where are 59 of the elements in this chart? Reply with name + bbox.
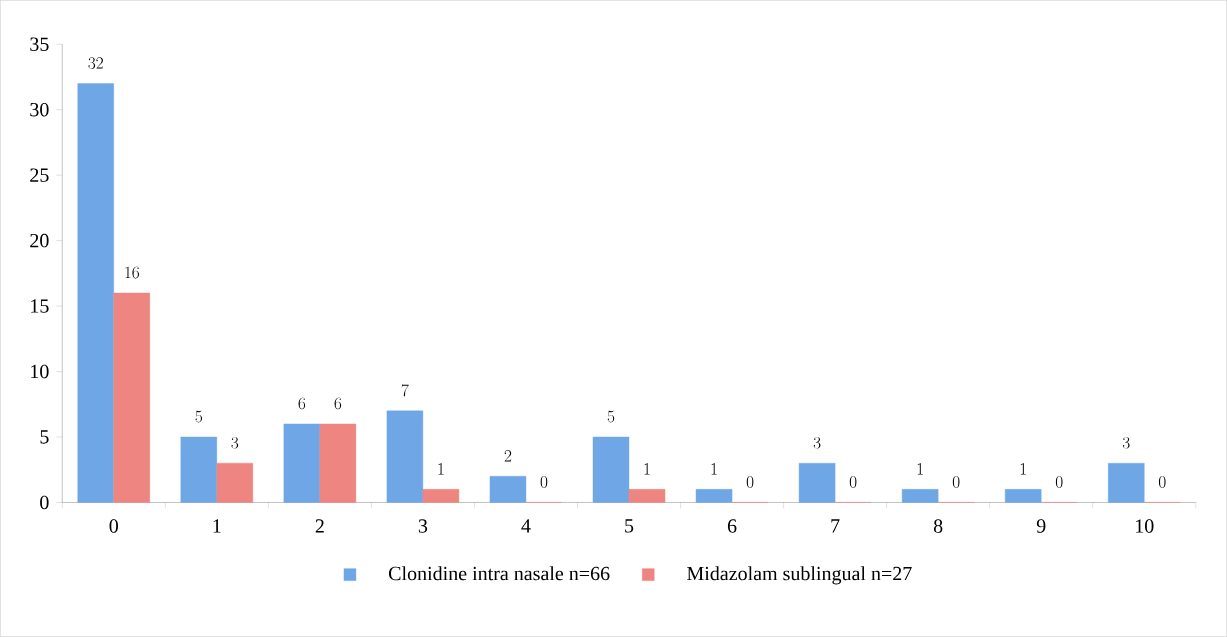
data-label: 0 bbox=[540, 476, 548, 488]
data-label: 1 bbox=[644, 463, 650, 475]
bar bbox=[1004, 489, 1042, 503]
data-label: 7 bbox=[401, 384, 409, 397]
data-label: 6 bbox=[298, 397, 306, 410]
data-label: 0 bbox=[1158, 476, 1166, 488]
x-tick-label: 10 bbox=[1136, 519, 1154, 533]
data-label: 5 bbox=[195, 410, 203, 423]
bar bbox=[592, 436, 630, 503]
x-tick-label: 5 bbox=[625, 519, 634, 533]
y-tick-label: 20 bbox=[30, 233, 49, 248]
data-label: 32 bbox=[88, 57, 103, 70]
bar bbox=[386, 410, 424, 503]
data-label: 3 bbox=[231, 437, 239, 449]
data-label: 1 bbox=[1020, 463, 1026, 475]
x-tick-label: 0 bbox=[109, 519, 118, 533]
x-tick-label: 9 bbox=[1036, 519, 1046, 533]
bar bbox=[901, 489, 939, 503]
data-label: 5 bbox=[607, 410, 615, 423]
x-tick-label: 6 bbox=[727, 519, 737, 533]
y-tick-label: 35 bbox=[30, 37, 49, 52]
bar bbox=[1108, 463, 1145, 503]
bar bbox=[216, 463, 254, 503]
data-label: 0 bbox=[1055, 476, 1063, 488]
data-label: 0 bbox=[849, 476, 857, 488]
x-tick-label: 8 bbox=[933, 519, 943, 533]
y-tick-label: 25 bbox=[30, 168, 49, 183]
y-tick-label: 10 bbox=[31, 364, 49, 379]
x-tick-label: 4 bbox=[521, 519, 531, 533]
bar bbox=[489, 476, 527, 503]
bar bbox=[628, 489, 666, 503]
x-tick-label: 2 bbox=[315, 519, 324, 533]
data-label: 1 bbox=[438, 463, 444, 475]
data-label: 16 bbox=[125, 266, 139, 279]
data-label: 6 bbox=[334, 397, 342, 410]
data-label: 0 bbox=[952, 476, 960, 488]
x-tick-label: 3 bbox=[418, 519, 428, 533]
y-tick-label: 5 bbox=[40, 430, 49, 444]
data-label: 1 bbox=[917, 463, 923, 475]
bar bbox=[283, 423, 321, 503]
data-label: 1 bbox=[711, 463, 717, 475]
legend-label: Midazolam sublingual n=27 bbox=[687, 566, 912, 585]
data-label: 3 bbox=[813, 437, 821, 449]
y-tick-label: 0 bbox=[40, 495, 49, 510]
bar bbox=[113, 292, 150, 503]
data-label: 2 bbox=[504, 450, 512, 462]
bar bbox=[695, 489, 733, 503]
data-label: 0 bbox=[746, 476, 754, 488]
bar bbox=[319, 423, 357, 503]
legend-label: Clonidine intra nasale n=66 bbox=[388, 566, 610, 581]
bar bbox=[77, 83, 114, 503]
y-tick-label: 30 bbox=[30, 103, 49, 117]
bar bbox=[180, 436, 218, 503]
data-label: 3 bbox=[1122, 437, 1130, 449]
x-tick-label: 1 bbox=[213, 519, 221, 533]
y-tick-label: 15 bbox=[31, 299, 49, 313]
bar bbox=[422, 489, 460, 503]
bar bbox=[798, 463, 836, 503]
x-tick-label: 7 bbox=[831, 519, 840, 533]
